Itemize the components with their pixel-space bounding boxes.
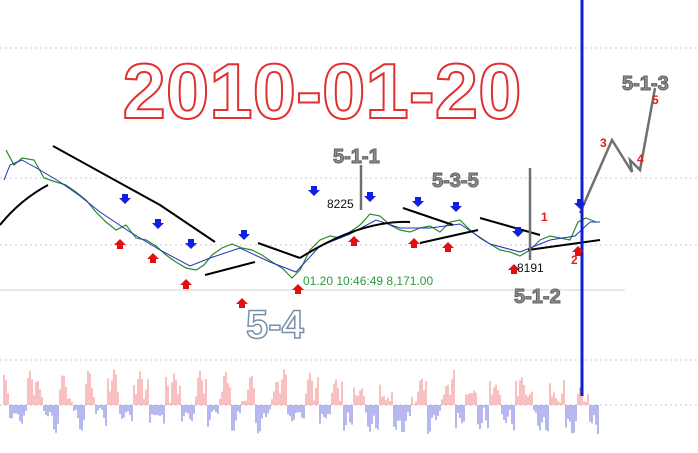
count-label: 4 — [637, 152, 644, 166]
wave-label: 5-3-5 — [432, 170, 479, 192]
count-label: 3 — [600, 136, 607, 150]
wave-label: 5-1-2 — [514, 286, 561, 308]
sell-arrow — [308, 186, 320, 196]
wave-label: 5-4 — [246, 303, 305, 347]
price-line — [5, 149, 597, 279]
sell-arrow — [364, 192, 376, 202]
sell-arrow — [238, 230, 250, 240]
sell-arrow — [185, 239, 197, 249]
count-label: 2 — [571, 253, 578, 267]
buy-arrow — [147, 253, 159, 263]
buy-arrow — [508, 264, 520, 274]
avg-line — [3, 159, 600, 273]
sell-arrow — [119, 194, 131, 204]
price-label: 8191 — [517, 261, 544, 275]
buy-arrow — [442, 242, 454, 252]
buy-arrow — [348, 236, 360, 246]
sell-arrow — [512, 227, 524, 237]
volume — [3, 369, 599, 435]
count-label: 5 — [652, 93, 659, 107]
buy-arrow — [180, 279, 192, 289]
title: 2010-01-20 — [123, 47, 522, 135]
trend-lines — [0, 145, 601, 276]
buy-arrow — [114, 239, 126, 249]
count-label: 1 — [541, 210, 548, 224]
status-line: 01.20 10:46:49 8,171.00 — [303, 274, 433, 288]
buy-arrow — [408, 238, 420, 248]
buy-arrow — [572, 246, 584, 256]
signal-arrows — [114, 186, 586, 308]
wave-label: 5-1-1 — [333, 146, 380, 168]
price-label: 8225 — [327, 197, 354, 211]
buy-arrow — [292, 284, 304, 294]
wave-label: 5-1-3 — [622, 73, 669, 95]
sell-arrow — [574, 199, 586, 209]
sell-arrow — [450, 202, 462, 212]
sell-arrow — [412, 197, 424, 207]
wave-lines — [359, 87, 657, 260]
buy-arrow — [236, 298, 248, 308]
sell-arrow — [152, 219, 164, 229]
